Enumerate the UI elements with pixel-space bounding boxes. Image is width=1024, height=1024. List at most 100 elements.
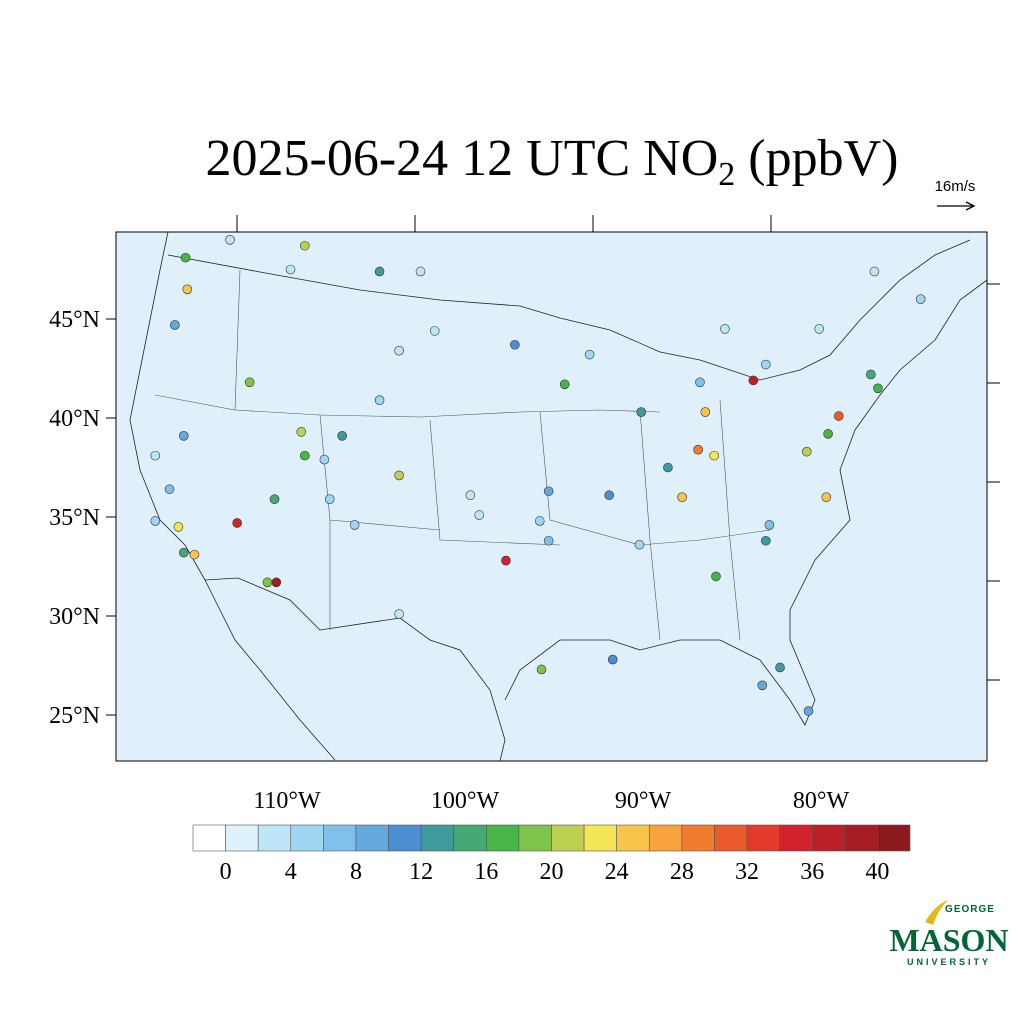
logo-main: MASON [889,922,1008,958]
station [394,345,404,356]
colorbar-label: 12 [409,859,433,885]
boundaries [129,231,988,762]
colorbar-box [616,824,650,852]
colorbar-label: 28 [670,859,694,885]
colorbar-box [779,824,813,852]
station [677,492,687,503]
station [178,547,189,558]
colorbar-label: 16 [474,859,498,885]
colorbar: 0 4 8 12 16 20 24 28 32 36 40 [192,824,911,885]
station [873,383,883,394]
station [232,518,242,528]
colorbar-box [290,824,324,852]
station [349,520,360,530]
lon-tick-label: 90°W [615,788,672,814]
station [709,450,720,461]
lat-tick-label: 25°N [49,703,100,729]
station [269,494,280,504]
map-frame [115,231,988,762]
station [536,664,547,675]
colorbar-box [323,824,357,852]
station [634,539,645,550]
colorbar-box [877,824,911,852]
station [319,454,330,465]
coastline-west [129,231,336,761]
lon-tick-label: 100°W [431,788,500,814]
station [474,510,485,520]
station [711,571,721,582]
station [150,516,161,526]
station [501,555,511,566]
colorbar-box [453,824,487,852]
logo-swoosh [925,900,948,925]
station [764,520,775,530]
colorbar-box [681,824,715,852]
station [324,494,335,504]
station [271,577,282,588]
colorbar-box [648,824,683,852]
logo-top: GEORGE [945,904,995,915]
station [748,375,759,386]
colorbar-label: 8 [350,859,362,885]
station [182,284,193,295]
station [534,516,545,526]
station [543,486,554,497]
logo-bottom: UNIVERSITY [907,957,991,967]
station [801,446,812,457]
station [374,266,385,277]
station [337,431,347,441]
colorbar-box [518,824,552,852]
station [465,490,476,501]
station [814,324,825,334]
colorbar-box [257,824,292,852]
station [636,407,647,417]
station [757,680,768,691]
station [823,429,833,439]
station [299,450,310,461]
colorbar-label: 32 [735,859,759,885]
lat-tick-label: 45°N [49,307,100,333]
title-main: 2025-06-24 12 UTC NO [206,130,719,187]
station [700,407,711,417]
colorbar-label: 20 [540,859,564,885]
title-tail: (ppbV) [735,130,898,187]
colorbar-label: 4 [285,859,297,885]
station [693,444,703,455]
station [833,411,844,421]
station [429,326,440,336]
border-canada [167,239,971,381]
station [374,395,385,405]
station [415,266,426,277]
colorbar-box [583,824,617,852]
station [244,377,255,388]
lon-tick-label: 110°W [253,788,321,814]
colorbar-label: 40 [865,859,889,885]
colorbar-box [355,824,389,852]
station [178,431,189,441]
colorbar-box [388,824,422,852]
station [720,324,730,334]
lat-tick-label: 35°N [49,505,100,531]
title: 2025-06-24 12 UTC NO2 (ppbV) [206,130,899,193]
ticks: 45°N 40°N 35°N 30°N 25°N 110°W 100°W 90°W 80°W [49,215,1000,814]
station [866,369,876,380]
station [584,349,595,360]
station [296,427,307,437]
station [607,654,618,665]
station [915,294,926,305]
stations [150,235,926,716]
colorbar-box [811,824,846,852]
title-subscript: 2 [718,156,735,193]
station [173,522,184,532]
station [803,706,814,716]
station [543,535,554,546]
station [663,462,673,473]
station [225,235,235,245]
lon-tick-label: 80°W [793,788,850,814]
station [775,662,785,673]
station [164,484,175,495]
coastline-east [504,279,988,726]
station [189,549,200,560]
colorbar-box [551,824,585,852]
